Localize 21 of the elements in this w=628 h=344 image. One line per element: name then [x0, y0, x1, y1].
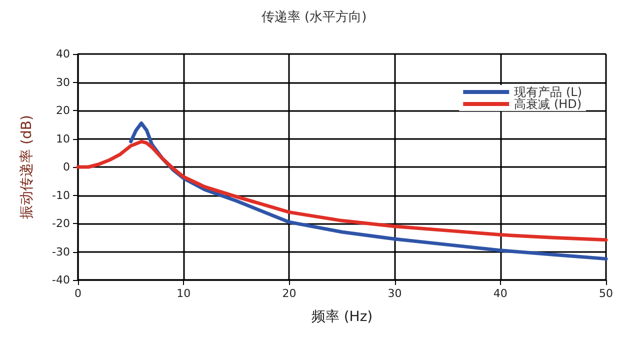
y-tick-label: 20: [56, 104, 70, 117]
y-tick-label: -30: [52, 245, 70, 258]
x-tick-label: 10: [176, 287, 191, 300]
legend-label: 现有产品 (L): [514, 85, 582, 99]
y-tick-label: -40: [52, 274, 70, 286]
x-tick-label: 40: [493, 287, 508, 300]
x-tick-label: 20: [282, 287, 296, 300]
x-axis-title: 频率 (Hz): [311, 309, 373, 325]
legend-label: 高衰减 (HD): [514, 97, 582, 111]
y-tick-label: 0: [63, 160, 70, 174]
y-tick-label: 30: [56, 76, 70, 89]
y-tick-label: -10: [52, 188, 70, 202]
chart-title: 传递率 (水平方向): [261, 9, 367, 25]
y-tick-label: -20: [52, 217, 70, 230]
x-tick-label: 30: [388, 287, 402, 300]
x-tick-label: 0: [74, 287, 82, 300]
y-tick-label: 10: [56, 132, 70, 146]
y-axis-title: 振动传递率 (dB): [19, 115, 35, 219]
y-tick-label: 40: [56, 48, 70, 60]
x-tick-label: 50: [599, 287, 613, 300]
line-series: [76, 140, 608, 242]
